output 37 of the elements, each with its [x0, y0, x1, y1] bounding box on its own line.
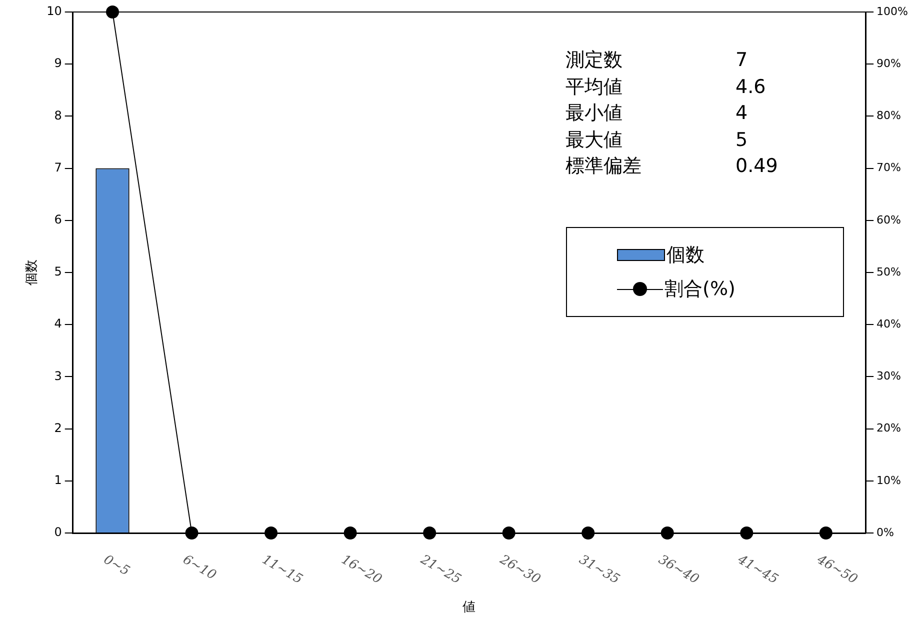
y2-tick-label: 50%: [876, 265, 902, 278]
y-tick-label: 8: [54, 108, 62, 122]
y2-tick-label: 100%: [876, 4, 908, 18]
y-tick-label: 3: [54, 368, 62, 383]
y2-tick-label: 20%: [876, 422, 902, 435]
y-tick-label: 2: [54, 420, 62, 435]
annotation: 測定数: [566, 48, 624, 73]
x-tick-label: 0~5: [100, 552, 132, 580]
y-tick-label: 0: [54, 525, 62, 540]
annotation: 4.6: [736, 74, 767, 100]
y2-tick-label: 10%: [876, 474, 902, 487]
y-tick-label: 6: [54, 212, 62, 227]
annotation: 最大値: [566, 128, 624, 152]
y-tick-label: 5: [54, 264, 62, 279]
annotation: 0.49: [736, 154, 778, 179]
x-axis-title: 値: [462, 600, 476, 615]
y-tick-label: 7: [54, 160, 62, 174]
annotation: 7: [736, 48, 749, 73]
y2-tick-label: 0%: [876, 526, 894, 539]
legend-label: 個数: [666, 243, 705, 268]
y2-tick-label: 30%: [876, 370, 902, 383]
y2-tick-label: 70%: [876, 161, 902, 174]
y2-tick-label: 90%: [876, 56, 902, 70]
y-tick-label: 1: [54, 473, 62, 488]
annotation: 5: [736, 128, 749, 152]
annotation: 平均値: [566, 74, 624, 100]
y2-tick-label: 60%: [876, 213, 902, 226]
y-axis-title: 個数: [23, 260, 38, 286]
y-tick-label: 10: [46, 4, 62, 18]
y-tick-label: 9: [54, 56, 62, 70]
y2-tick-label: 80%: [876, 109, 902, 122]
legend-label: 割合(%): [664, 277, 736, 302]
y-tick-label: 4: [54, 316, 62, 331]
annotation: 4: [736, 101, 749, 126]
annotation: 標準偏差: [566, 154, 643, 179]
y2-tick-label: 40%: [876, 317, 902, 330]
annotation: 最小値: [566, 101, 624, 126]
